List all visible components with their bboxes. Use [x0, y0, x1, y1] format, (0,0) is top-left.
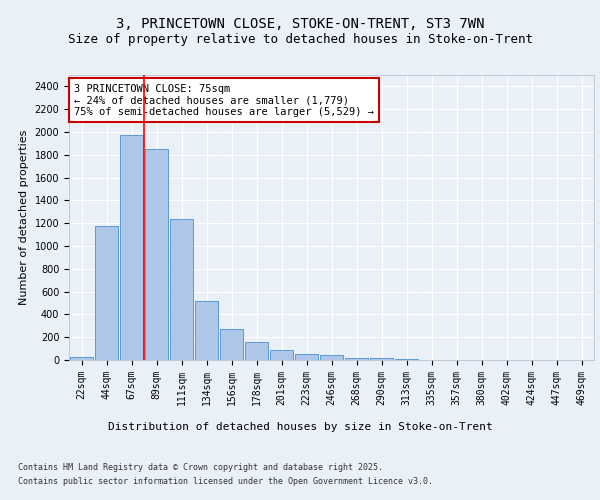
Text: Contains HM Land Registry data © Crown copyright and database right 2025.: Contains HM Land Registry data © Crown c… [18, 463, 383, 472]
Text: Size of property relative to detached houses in Stoke-on-Trent: Size of property relative to detached ho… [67, 32, 533, 46]
Text: Contains public sector information licensed under the Open Government Licence v3: Contains public sector information licen… [18, 476, 433, 486]
Bar [270, 350, 293, 360]
Bar [170, 218, 193, 360]
Bar [145, 149, 168, 360]
Bar [370, 358, 393, 360]
Text: Distribution of detached houses by size in Stoke-on-Trent: Distribution of detached houses by size … [107, 422, 493, 432]
Text: 3, PRINCETOWN CLOSE, STOKE-ON-TRENT, ST3 7WN: 3, PRINCETOWN CLOSE, STOKE-ON-TRENT, ST3… [116, 18, 484, 32]
Bar [220, 329, 243, 360]
Bar [95, 226, 118, 360]
Text: 3 PRINCETOWN CLOSE: 75sqm
← 24% of detached houses are smaller (1,779)
75% of se: 3 PRINCETOWN CLOSE: 75sqm ← 24% of detac… [74, 84, 374, 116]
Bar [345, 358, 368, 360]
Y-axis label: Number of detached properties: Number of detached properties [19, 130, 29, 305]
Bar [70, 356, 93, 360]
Bar [245, 342, 268, 360]
Bar [195, 302, 218, 360]
Bar [320, 356, 343, 360]
Bar [395, 359, 418, 360]
Bar [120, 135, 143, 360]
Bar [295, 354, 318, 360]
